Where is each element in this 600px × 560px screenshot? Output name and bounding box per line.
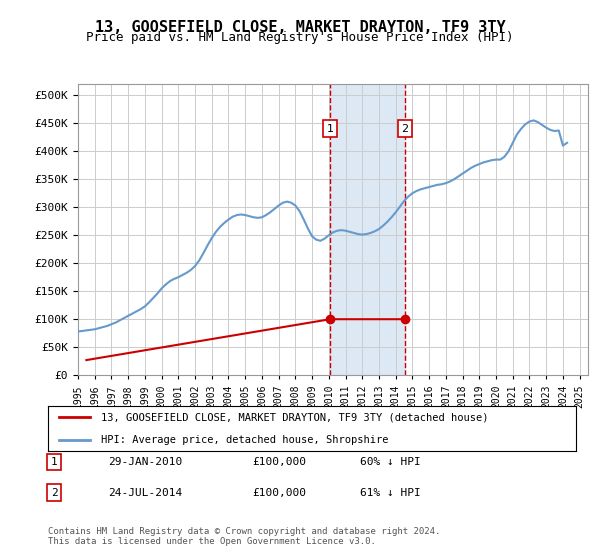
Text: HPI: Average price, detached house, Shropshire: HPI: Average price, detached house, Shro… xyxy=(101,435,388,445)
Bar xyxy=(330,84,405,375)
Text: £100,000: £100,000 xyxy=(252,488,306,498)
Text: 24-JUL-2014: 24-JUL-2014 xyxy=(108,488,182,498)
Text: 61% ↓ HPI: 61% ↓ HPI xyxy=(360,488,421,498)
Text: 60% ↓ HPI: 60% ↓ HPI xyxy=(360,457,421,467)
Text: Price paid vs. HM Land Registry's House Price Index (HPI): Price paid vs. HM Land Registry's House … xyxy=(86,31,514,44)
Text: 1: 1 xyxy=(326,124,334,134)
Text: 13, GOOSEFIELD CLOSE, MARKET DRAYTON, TF9 3TY (detached house): 13, GOOSEFIELD CLOSE, MARKET DRAYTON, TF… xyxy=(101,412,488,422)
Text: £100,000: £100,000 xyxy=(252,457,306,467)
Text: 2: 2 xyxy=(50,488,58,498)
Text: 2: 2 xyxy=(401,124,409,134)
Text: 1: 1 xyxy=(50,457,58,467)
Text: Contains HM Land Registry data © Crown copyright and database right 2024.
This d: Contains HM Land Registry data © Crown c… xyxy=(48,526,440,546)
Text: 29-JAN-2010: 29-JAN-2010 xyxy=(108,457,182,467)
Text: 13, GOOSEFIELD CLOSE, MARKET DRAYTON, TF9 3TY: 13, GOOSEFIELD CLOSE, MARKET DRAYTON, TF… xyxy=(95,20,505,35)
